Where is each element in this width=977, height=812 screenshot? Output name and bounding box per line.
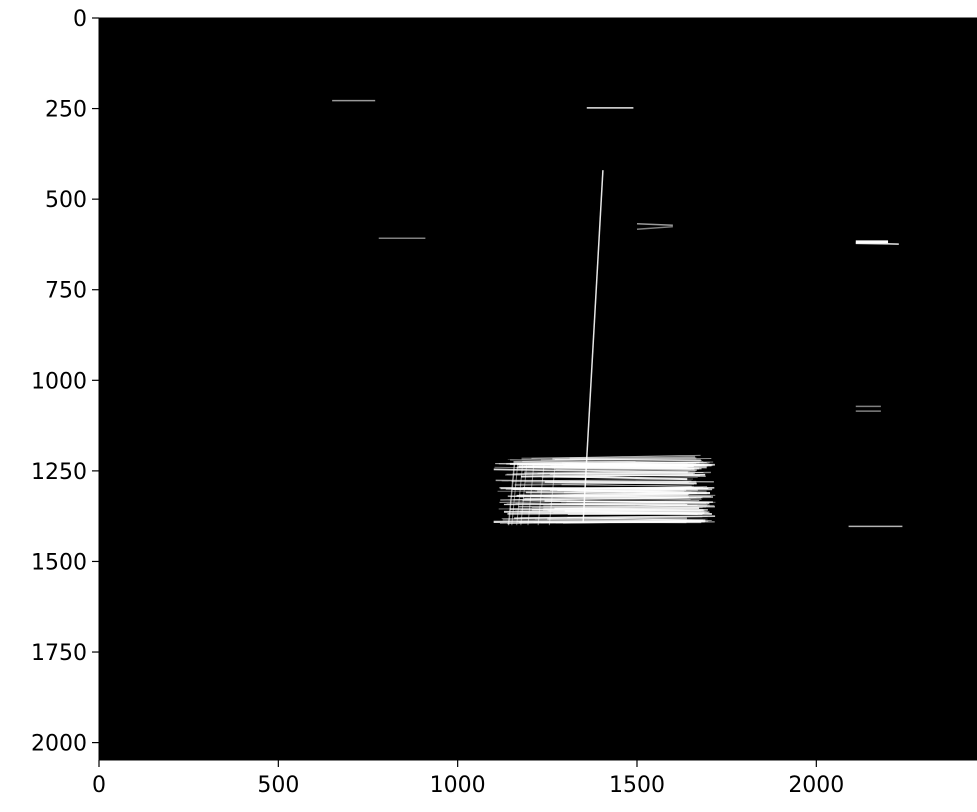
streak: [513, 497, 702, 501]
y-tick-label: 1250: [31, 460, 87, 485]
streak: [520, 463, 528, 526]
streak: [531, 454, 701, 459]
streak: [548, 463, 556, 526]
streak: [537, 470, 696, 475]
y-tick-label: 0: [73, 7, 87, 32]
streak: [507, 494, 688, 497]
x-tick-label: 0: [92, 773, 106, 798]
y-tick-label: 1500: [31, 550, 87, 575]
streak: [505, 474, 700, 477]
streak: [511, 463, 519, 526]
y-tick-label: 500: [45, 188, 87, 213]
streak: [549, 502, 686, 505]
image-marks: [332, 99, 903, 528]
streak: [555, 468, 697, 471]
streak: [514, 480, 697, 486]
image-background: [99, 18, 977, 760]
streak: [508, 463, 516, 526]
streak: [516, 463, 524, 526]
y-tick-label: 1750: [31, 641, 87, 666]
feature-line: [636, 223, 673, 226]
feature-line: [636, 225, 673, 230]
streak: [501, 478, 693, 482]
dense-streak-cluster: [493, 454, 716, 526]
y-tick-label: 1000: [31, 369, 87, 394]
streak: [527, 463, 535, 526]
streak: [507, 463, 515, 526]
streak: [512, 472, 704, 475]
streak: [507, 520, 712, 524]
feature-line: [855, 242, 899, 245]
streak: [557, 489, 697, 494]
x-tick-label: 2000: [788, 773, 844, 798]
streak: [540, 458, 712, 461]
streak: [565, 485, 694, 490]
streak: [566, 500, 713, 503]
streak: [561, 484, 692, 487]
axes: 0 500 1000 1500 2000025050075010001250150017…: [31, 7, 977, 798]
x-tick-label: 500: [257, 773, 299, 798]
y-tick-label: 750: [45, 279, 87, 304]
streak: [503, 510, 712, 515]
streak: [520, 515, 708, 519]
streak: [569, 455, 696, 460]
streak: [531, 507, 685, 511]
x-tick-label: 1500: [609, 773, 665, 798]
y-tick-label: 2000: [31, 732, 87, 757]
streak: [547, 517, 687, 520]
streak: [544, 481, 697, 485]
streak: [502, 518, 693, 522]
streak: [516, 466, 695, 470]
streak: [542, 508, 710, 514]
streak: [552, 463, 705, 469]
y-tick-label: 250: [45, 98, 87, 123]
x-tick-label: 1000: [430, 773, 486, 798]
streak: [537, 463, 545, 526]
